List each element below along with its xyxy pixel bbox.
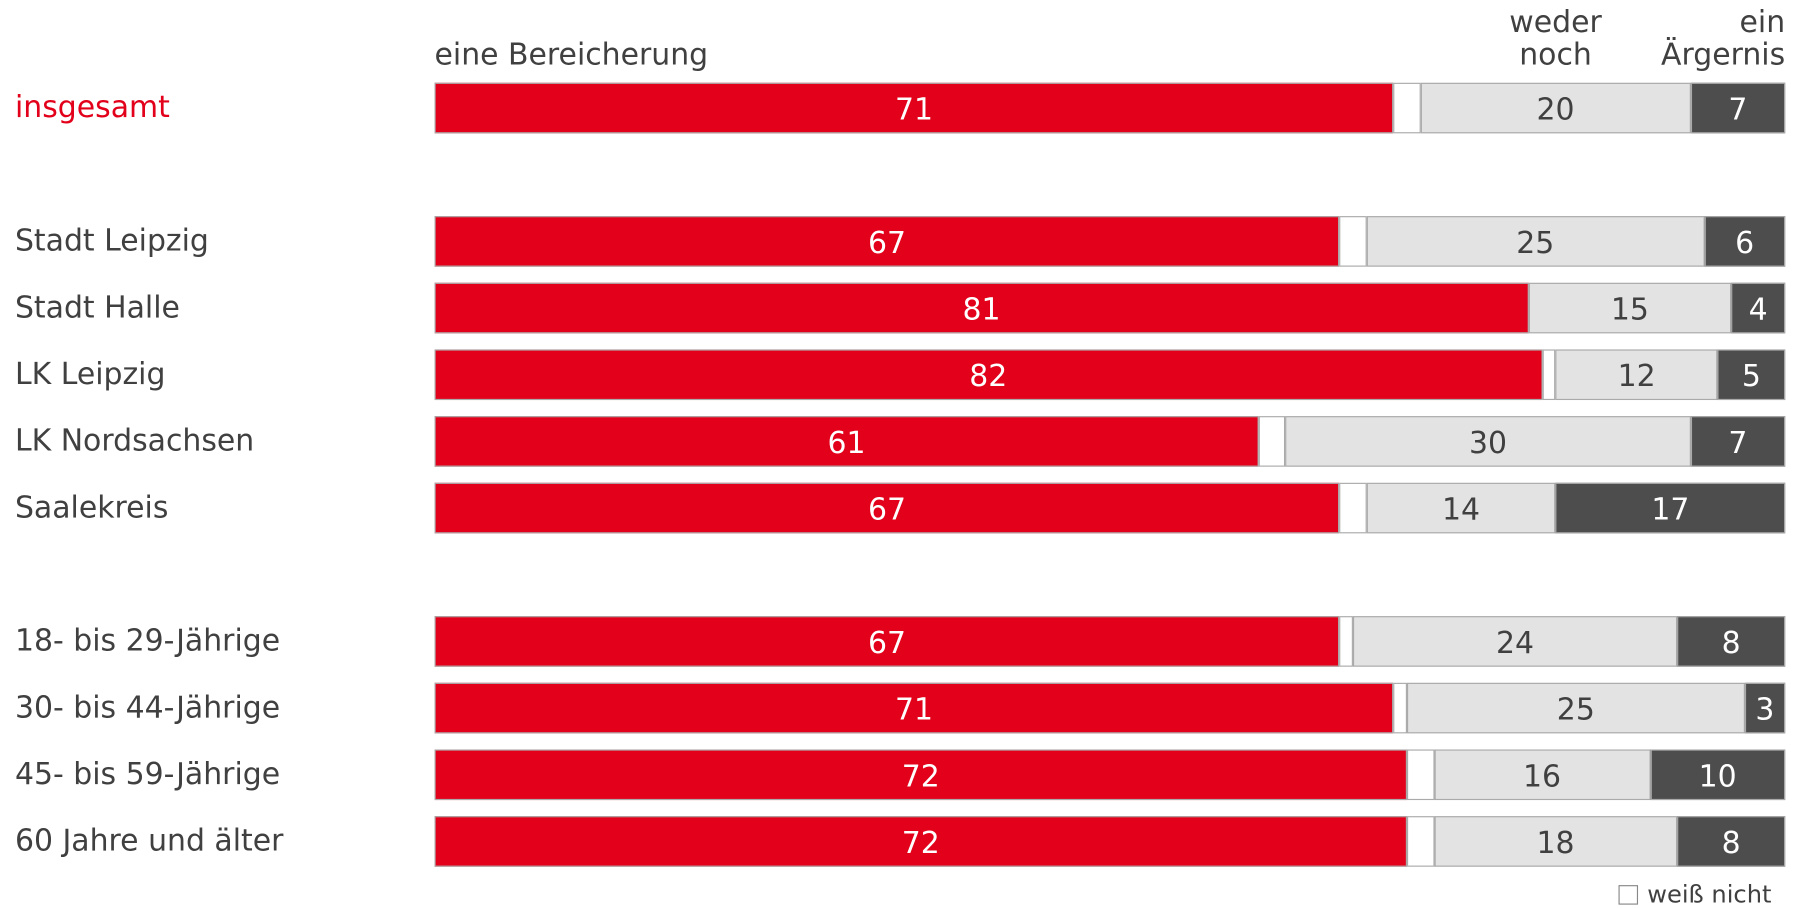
series-header: weder noch bbox=[1509, 5, 1602, 73]
value-label: 81 bbox=[962, 293, 1001, 328]
category-label: 30- bis 44-Jährige bbox=[14, 690, 281, 726]
value-label: 18 bbox=[1536, 826, 1575, 861]
bar-segment bbox=[1528, 282, 1732, 334]
value-label: 72 bbox=[901, 826, 940, 861]
category-label: Stadt Leipzig bbox=[14, 224, 209, 259]
value-label: 72 bbox=[901, 759, 940, 795]
bar-segment bbox=[1406, 749, 1435, 801]
bar-segment bbox=[1542, 349, 1556, 401]
value-label: 61 bbox=[827, 426, 866, 461]
bar-segment bbox=[1690, 82, 1786, 134]
bar-segment bbox=[434, 216, 1340, 267]
category-label: Stadt Halle bbox=[14, 290, 180, 326]
value-label: 17 bbox=[1651, 493, 1690, 528]
value-label: 67 bbox=[867, 226, 907, 261]
value-label: 14 bbox=[1441, 493, 1481, 528]
bar-segment bbox=[1690, 416, 1786, 467]
value-label: 7 bbox=[1728, 93, 1748, 128]
value-label: 67 bbox=[867, 626, 907, 661]
value-label: 10 bbox=[1698, 759, 1737, 795]
category-label: LK Nordsachsen bbox=[14, 424, 255, 459]
bar-segment bbox=[1339, 216, 1367, 267]
value-label: 15 bbox=[1610, 293, 1649, 328]
bar-segment bbox=[1731, 282, 1786, 334]
bar-segment bbox=[434, 749, 1407, 801]
bar-segment bbox=[1406, 816, 1435, 867]
value-label: 71 bbox=[894, 93, 934, 128]
bar-segment bbox=[434, 816, 1407, 867]
bar-segment bbox=[1339, 482, 1367, 534]
bar-segment bbox=[1434, 749, 1651, 801]
bar-segment bbox=[1406, 682, 1745, 734]
bar-segment bbox=[1352, 616, 1678, 667]
bar-segment bbox=[1393, 682, 1407, 734]
bar-segment bbox=[434, 616, 1340, 667]
bar-segment bbox=[1434, 816, 1678, 867]
value-label: 7 bbox=[1728, 426, 1748, 461]
category-label: 60 Jahre und älter bbox=[14, 824, 284, 859]
legend-swatch bbox=[1618, 885, 1639, 905]
bar-segment bbox=[434, 282, 1529, 334]
bar-segment bbox=[1339, 616, 1353, 667]
value-label: 67 bbox=[867, 493, 907, 528]
category-label: LK Leipzig bbox=[14, 357, 166, 392]
value-label: 82 bbox=[969, 359, 1008, 395]
bar-segment bbox=[434, 482, 1340, 534]
value-label: 8 bbox=[1721, 826, 1741, 861]
legend-label: weiß nicht bbox=[1647, 880, 1772, 908]
bar-segment bbox=[1285, 416, 1691, 467]
bar-segment bbox=[1744, 682, 1786, 734]
value-label: 24 bbox=[1496, 626, 1535, 661]
value-label: 5 bbox=[1741, 359, 1761, 395]
bar-segment bbox=[1366, 216, 1705, 267]
value-label: 20 bbox=[1536, 93, 1575, 128]
value-label: 25 bbox=[1556, 693, 1595, 728]
bar-segment bbox=[1650, 749, 1786, 801]
value-label: 25 bbox=[1516, 226, 1555, 261]
bar-segment bbox=[1717, 349, 1786, 401]
bar-segment bbox=[1420, 82, 1691, 134]
bar-segment bbox=[434, 349, 1543, 401]
value-label: 30 bbox=[1469, 426, 1508, 461]
value-label: 16 bbox=[1523, 759, 1562, 795]
bar-segment bbox=[1704, 216, 1786, 267]
bar-segment bbox=[1677, 616, 1786, 667]
category-label: 18- bis 29-Jährige bbox=[14, 624, 281, 659]
value-label: 4 bbox=[1748, 293, 1768, 328]
value-label: 12 bbox=[1617, 359, 1656, 395]
bar-segment bbox=[434, 416, 1259, 467]
series-header: eine Bereicherung bbox=[434, 37, 709, 73]
value-label: 3 bbox=[1755, 693, 1775, 728]
value-label: 8 bbox=[1721, 626, 1741, 661]
bar-segment bbox=[434, 82, 1394, 134]
bar-segment bbox=[434, 682, 1394, 734]
series-header: ein Ärgernis bbox=[1661, 5, 1786, 73]
category-label: 45- bis 59-Jährige bbox=[14, 757, 281, 793]
bar-segment bbox=[1555, 349, 1718, 401]
bar-segment bbox=[1677, 816, 1786, 867]
value-label: 6 bbox=[1735, 226, 1755, 261]
bar-segment bbox=[1555, 482, 1786, 534]
value-label: 71 bbox=[894, 693, 934, 728]
bar-segment bbox=[1258, 416, 1286, 467]
category-label: insgesamt bbox=[14, 90, 170, 126]
bar-segment bbox=[1366, 482, 1556, 534]
category-label: Saalekreis bbox=[14, 490, 169, 526]
bar-segment bbox=[1393, 82, 1421, 134]
